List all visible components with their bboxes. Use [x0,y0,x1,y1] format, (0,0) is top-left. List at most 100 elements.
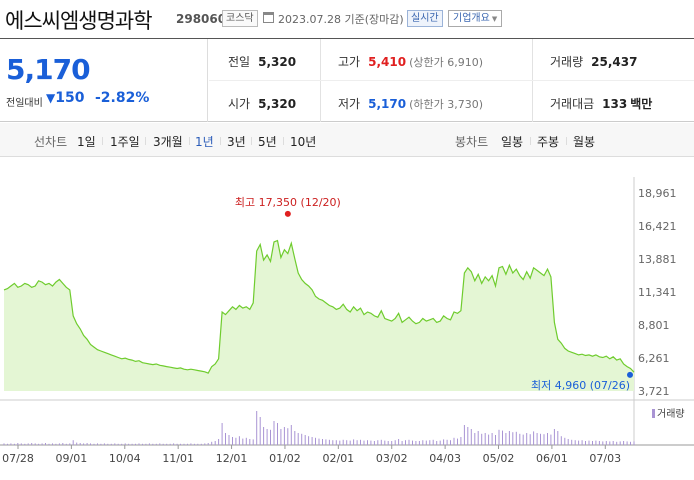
volume-bar [277,423,278,445]
volume-bar [13,443,15,445]
volume-bar [162,443,164,445]
volume-bar [422,440,424,445]
volume-bar [103,443,105,445]
x-tick-label: 03/02 [376,452,408,465]
tab-monthly-candle[interactable]: 월봉 [573,135,596,149]
volume-bar [322,439,323,445]
tab-3y[interactable]: 3년 [227,135,246,149]
tab-daily-candle[interactable]: 일봉 [501,135,524,149]
volume-bar [173,443,175,445]
volume-bar [218,439,220,445]
low-annotation: 최저 4,960 (07/26) [531,379,630,392]
volume-bar [547,433,548,445]
tab-5y[interactable]: 5년 [258,135,277,149]
price-chart-svg: 18,961 16,421 13,881 11,341 8,801 6,261 3,721 0… [0,177,694,465]
tab-10y[interactable]: 10년 [290,135,317,149]
volume-bar [10,443,12,445]
y-tick-label: 16,421 [638,220,677,233]
volume-bar [495,435,496,445]
volume-bar [270,429,271,445]
volume-bar [353,439,355,445]
stock-header: 에스씨엠생명과학 298060 코스닥 2023.07.28 기준(장마감) 실… [0,0,694,38]
volume-bar [543,434,545,445]
volume-bar [398,439,400,445]
volume-bar [408,439,410,445]
volume-bar [519,433,521,445]
volume-bar [225,433,226,445]
prev-close-label: 전일 [228,55,251,69]
volume-bar [135,443,136,445]
volume-bar [200,443,202,445]
current-price: 5,170 [6,53,91,86]
tab-1y[interactable]: 1년 [195,135,214,149]
tab-3m[interactable]: 3개월 [153,135,183,149]
volume-bar [235,437,237,445]
volume-bar [443,439,445,445]
tab-1d[interactable]: 1일 [77,135,96,149]
y-tick-label: 8,801 [638,319,670,332]
tab-1w[interactable]: 1주일 [110,135,140,149]
low-cell: 저가 5,170 (하한가 3,730) [338,95,483,112]
divider [102,137,103,145]
volume-bar [124,443,126,445]
x-tick-label: 09/01 [56,452,88,465]
volume-bar [152,443,154,445]
volume-bar [609,441,611,445]
volume-bar [93,443,95,445]
volume-bar [41,443,43,445]
x-tick-label: 05/02 [483,452,515,465]
volume-bar [412,440,413,445]
volume-bar [207,443,209,445]
x-tick-label: 02/01 [322,452,354,465]
volume-bar [574,440,576,445]
volume-bar [62,443,64,445]
volume-bar [27,443,29,445]
volume-bar [502,430,503,445]
low-marker [627,371,633,378]
volume-bar [394,440,396,445]
market-badge: 코스닥 [222,10,258,27]
realtime-button[interactable]: 실시간 [407,10,443,27]
volume-bar [595,440,597,445]
volume-bar [377,440,379,445]
divider [209,80,694,81]
upper-limit: (상한가 6,910) [409,56,483,69]
volume-bar [318,438,320,445]
volume-bar [550,434,552,445]
volume-bar [450,440,451,445]
volume-bar [3,443,5,445]
volume-bar [453,437,455,445]
volume-bar [20,443,22,445]
volume-bar [616,441,618,445]
volume-bar [76,442,78,445]
volume-bar [304,435,306,445]
company-info-button[interactable]: 기업개요 ▼ [448,10,503,27]
volume-bar [97,443,98,445]
volume-bar [290,425,292,445]
volume-value: 25,437 [591,55,638,69]
volume-bar [142,443,143,445]
volume-bar [484,433,486,445]
tab-weekly-candle[interactable]: 주봉 [537,135,560,149]
volume-bar [297,433,299,445]
volume-bar [446,439,448,445]
prev-close-cell: 전일 5,320 [228,53,296,70]
volume-bar [190,443,192,445]
volume-bar [578,440,580,445]
volume-bar [630,441,631,445]
volume-bar [204,443,206,445]
volume-bar [540,433,541,445]
volume-bar [401,441,403,445]
volume-bar [335,440,337,445]
volume-bar [588,440,590,445]
volume-bar [360,439,361,445]
high-annotation: 최고 17,350 (12/20) [235,196,341,209]
divider [566,137,567,145]
volume-bar [592,441,593,445]
volume-bar [131,443,133,445]
high-value: 5,410 [368,55,407,69]
volume-bar [474,433,476,445]
open-label: 시가 [228,97,251,111]
base-date: 2023.07.28 기준(장마감) [278,13,404,26]
y-tick-label: 6,261 [638,352,670,365]
